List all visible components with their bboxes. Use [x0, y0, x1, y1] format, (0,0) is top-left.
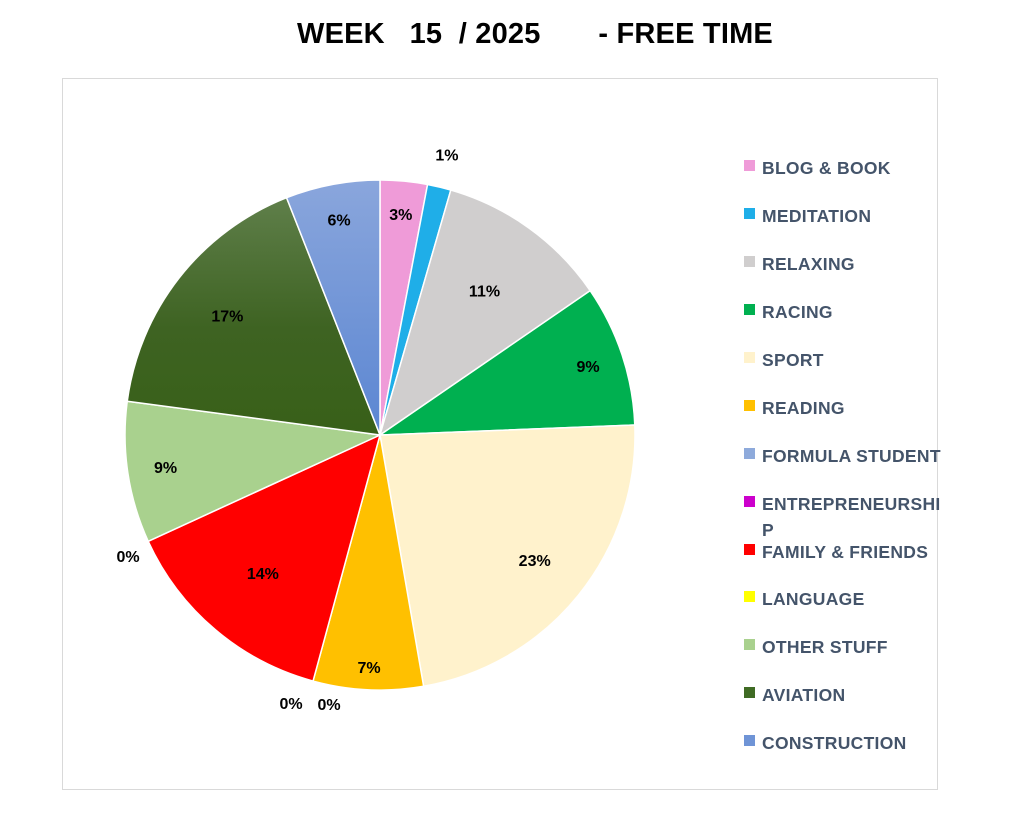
legend-swatch [744, 496, 755, 507]
legend-label: RACING [762, 302, 833, 322]
pie-slice-racing [379, 289, 636, 436]
legend-swatch [744, 687, 755, 698]
legend-label: OTHER STUFF [762, 637, 888, 657]
legend-label: RELAXING [762, 254, 855, 274]
pie-slice-sport [379, 424, 636, 687]
legend-swatch [744, 639, 755, 650]
legend-label: READING [762, 398, 845, 418]
data-label-family-and-friends: 14% [247, 566, 279, 583]
pie-slice-relaxing [379, 189, 591, 436]
pie-slices [124, 179, 636, 691]
legend-label: FAMILY & FRIENDS [762, 542, 929, 562]
data-label-racing: 9% [577, 359, 600, 376]
pie-slice-family-and-friends [147, 434, 381, 682]
data-label-other-stuff: 9% [154, 460, 177, 477]
pie-slice-reading [312, 434, 425, 691]
legend-swatch [744, 400, 755, 411]
pie-slice-construction [285, 179, 381, 436]
pie-data-labels: 3% 1% 11% 9% 23% 7% 0% 0% 14% 0% 9% 17% 6% [116, 148, 599, 714]
legend-label: MEDITATION [762, 206, 872, 226]
legend-label: BLOG & BOOK [762, 158, 891, 178]
data-label-entrepreneurship: 0% [279, 696, 302, 713]
legend-label: AVIATION [762, 685, 846, 705]
legend-label: ENTREPRENEURSHIP [762, 494, 941, 540]
legend-swatch [744, 352, 755, 363]
data-label-blog-and-book: 3% [389, 207, 412, 224]
pie-slice-other-stuff [124, 400, 381, 543]
legend-swatch [744, 160, 755, 171]
chart-title: WEEK 15 / 2025 - FREE TIME [297, 18, 773, 50]
legend-swatch [744, 735, 755, 746]
legend-label: SPORT [762, 350, 824, 370]
data-label-formula-student: 0% [317, 697, 340, 714]
legend-swatch [744, 591, 755, 602]
legend-swatch [744, 304, 755, 315]
pie-slice-aviation [126, 196, 381, 436]
data-label-sport: 23% [519, 553, 551, 570]
legend-swatch [744, 544, 755, 555]
data-label-language: 0% [116, 549, 139, 566]
legend-label: LANGUAGE [762, 589, 865, 609]
data-label-reading: 7% [358, 660, 381, 677]
data-label-construction: 6% [328, 213, 351, 230]
data-label-aviation: 17% [211, 309, 243, 326]
data-label-relaxing: 11% [469, 283, 500, 300]
legend-swatch [744, 256, 755, 267]
legend-label: CONSTRUCTION [762, 733, 907, 753]
legend-label: FORMULA STUDENT [762, 446, 941, 466]
legend-swatch [744, 208, 755, 219]
data-label-meditation: 1% [435, 148, 458, 165]
legend-swatch [744, 448, 755, 459]
